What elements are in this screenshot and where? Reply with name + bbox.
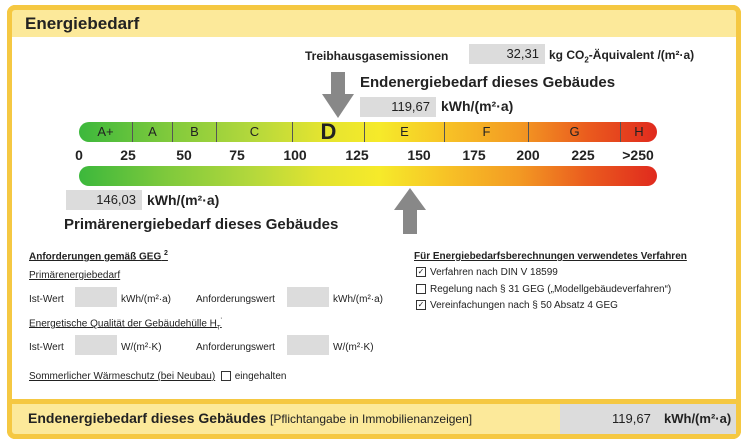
primary-energy-arrow-icon <box>394 188 426 234</box>
end-energy-arrow-icon <box>322 72 354 118</box>
tick-100: 100 <box>283 147 307 163</box>
tick-200: 200 <box>516 147 540 163</box>
class-e: E <box>365 122 445 142</box>
tick-150: 150 <box>407 147 431 163</box>
primary-energy-unit: kWh/(m²·a) <box>147 192 220 208</box>
class-a: A <box>133 122 173 142</box>
class-h: H <box>634 124 644 139</box>
primary-anf-label: Anforderungswert <box>196 294 275 305</box>
primary-ist-value <box>75 287 117 307</box>
primary-anf-unit: kWh/(m²·a) <box>333 294 383 305</box>
envelope-title: Energetische Qualität der Gebäudehülle H… <box>29 318 222 332</box>
energy-scale-bar: A+ A B C D E F G H <box>79 122 657 142</box>
tick-175: 175 <box>462 147 486 163</box>
tick-25: 25 <box>120 147 136 163</box>
procedure-item-model: Regelung nach § 31 GEG („Modellgebäudeve… <box>416 284 671 295</box>
tick-250-plus: >250 <box>622 147 654 163</box>
primary-energy-heading: Primärenergiebedarf dieses Gebäudes <box>64 216 339 233</box>
emissions-label: Treibhausgasemissionen <box>305 49 449 63</box>
header-bar <box>7 5 741 37</box>
end-energy-heading: Endenergiebedarf dieses Gebäudes <box>360 74 616 91</box>
emissions-unit: kg CO2-Äquivalent /(m²·a) <box>549 48 695 65</box>
certificate-frame <box>7 5 741 439</box>
tick-225: 225 <box>571 147 595 163</box>
end-energy-unit: kWh/(m²·a) <box>441 98 514 114</box>
summer-checkbox[interactable] <box>220 371 231 382</box>
envelope-ist-value <box>75 335 117 355</box>
tick-50: 50 <box>176 147 192 163</box>
tick-125: 125 <box>345 147 369 163</box>
tick-75: 75 <box>229 147 245 163</box>
class-b: B <box>173 122 217 142</box>
footer-unit: kWh/(m²·a) <box>664 411 732 426</box>
primary-ist-label: Ist-Wert <box>29 294 64 305</box>
end-energy-value: 119,67 <box>360 97 436 117</box>
primary-energy-value: 146,03 <box>66 190 142 210</box>
footer-value: 119,67 <box>612 411 651 426</box>
footer-label: Endenergiebedarf dieses Gebäudes [Pflich… <box>28 410 473 426</box>
requirements-title: Anforderungen gemäß GEG 2 <box>29 250 168 263</box>
class-a-plus: A+ <box>79 122 133 142</box>
primary-anf-value <box>287 287 329 307</box>
procedure-item-simplification: ✓ Vereinfachungen nach § 50 Absatz 4 GEG <box>416 300 618 311</box>
primary-scale-bar <box>79 166 657 186</box>
envelope-ist-label: Ist-Wert <box>29 342 64 353</box>
class-g: G <box>529 122 621 142</box>
emissions-value: 32,31 <box>469 44 545 64</box>
envelope-anf-label: Anforderungswert <box>196 342 275 353</box>
tick-0: 0 <box>75 147 83 163</box>
envelope-ist-unit: W/(m²·K) <box>121 342 162 353</box>
primary-ist-unit: kWh/(m²·a) <box>121 294 171 305</box>
procedure-checkbox-model[interactable] <box>416 284 426 295</box>
procedure-title: Für Energiebedarfsberechnungen verwendet… <box>414 251 687 262</box>
class-f: F <box>445 122 529 142</box>
primary-requirements-title: Primärenergiebedarf <box>29 270 121 281</box>
envelope-anf-value <box>287 335 329 355</box>
class-c: C <box>217 122 293 142</box>
class-d-active: D <box>293 122 365 142</box>
procedure-checkbox-din[interactable]: ✓ <box>416 267 426 278</box>
procedure-checkbox-simplification[interactable]: ✓ <box>416 300 426 311</box>
envelope-anf-unit: W/(m²·K) <box>333 342 374 353</box>
procedure-item-din: ✓ Verfahren nach DIN V 18599 <box>416 267 558 278</box>
page-title: Energiebedarf <box>25 14 140 33</box>
footer-value-box <box>560 404 736 434</box>
summer-protection-row: Sommerlicher Wärmeschutz (bei Neubau) ei… <box>29 371 287 382</box>
